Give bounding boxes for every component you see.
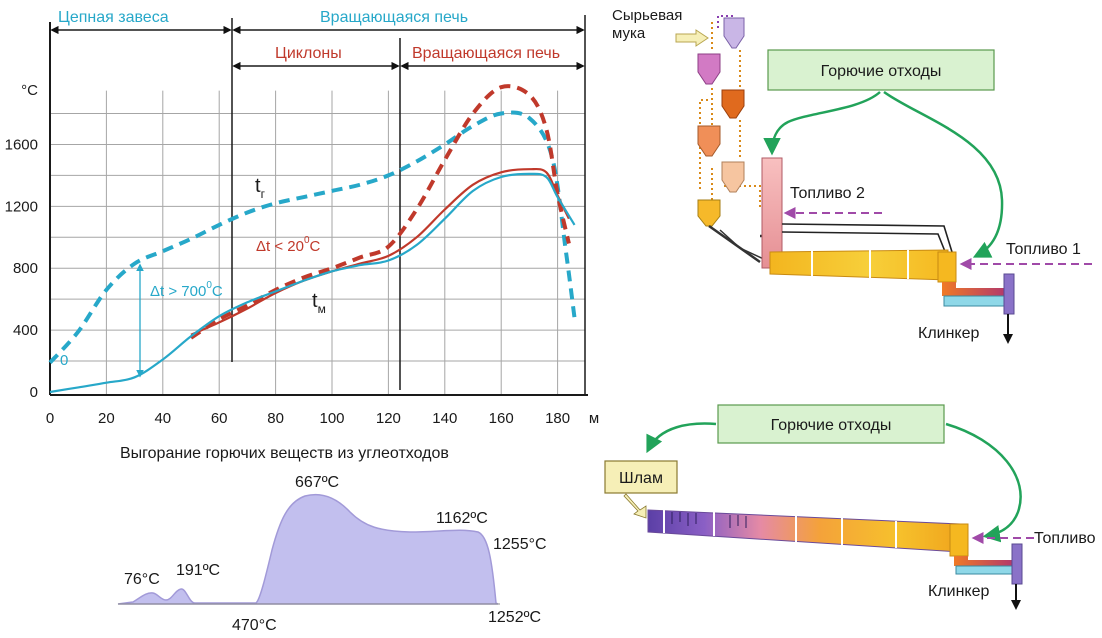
x-tick-label: 120 bbox=[376, 410, 401, 427]
duct-lines-2 bbox=[719, 229, 771, 263]
clinker-label-bottom: Клинкер bbox=[928, 583, 990, 600]
waste-to-slurry-arrow-icon bbox=[646, 422, 717, 454]
x-tick-label: 60 bbox=[211, 410, 228, 427]
slurry-label: Шлам bbox=[619, 470, 663, 487]
tertiary-air-duct-2 bbox=[781, 231, 947, 255]
raw-meal-arrow-icon bbox=[675, 29, 709, 47]
delta-t-large-label: Δt > 7000C bbox=[150, 280, 223, 300]
combustible-waste-label-top: Горючие отходы bbox=[821, 63, 942, 80]
burnout-chart: Выгорание горючих веществ из углеотходов… bbox=[117, 445, 547, 634]
wet-clinker-cooler-wall bbox=[1011, 543, 1023, 585]
burnout-area bbox=[117, 493, 499, 605]
x-tick-label: 180 bbox=[545, 410, 570, 427]
combustible-waste-box-top bbox=[767, 49, 995, 91]
delta-t-small-label: Δt < 200C bbox=[256, 235, 321, 255]
waste-to-calciner-arrow-icon bbox=[763, 91, 881, 156]
cyclone-2-icon bbox=[697, 53, 721, 85]
y-tick-label: 800 bbox=[13, 260, 38, 277]
waste-to-kiln-arrow-icon bbox=[883, 90, 1004, 258]
combustible-waste-label-bottom: Горючие отходы bbox=[771, 417, 892, 434]
rotary-kiln-cyclone bbox=[769, 249, 949, 281]
tertiary-air-duct-1 bbox=[781, 223, 953, 253]
cyclone-kiln-scheme: Сырьевая мука Клин bbox=[612, 7, 1092, 344]
burnout-label-470: 470°C bbox=[232, 617, 277, 634]
kiln-hood-upper bbox=[937, 251, 957, 283]
cyclone-1-icon bbox=[723, 17, 745, 49]
chain-curtain-marks bbox=[671, 512, 747, 528]
burnout-label-667: 667ºC bbox=[295, 474, 339, 491]
raw-meal-label: Сырьевая мука bbox=[612, 7, 687, 42]
zone-label-cyclones: Циклоны bbox=[275, 45, 342, 62]
wet-kiln-hood-upper bbox=[949, 523, 969, 557]
zone-label-cyclone-kiln: Вращающаяся печь bbox=[412, 45, 560, 62]
series-line-2 bbox=[190, 167, 570, 336]
wet-kiln-tyres bbox=[663, 510, 897, 548]
fuel-1-label: Топливо 1 bbox=[1006, 241, 1081, 258]
x-tick-label: 140 bbox=[432, 410, 457, 427]
x-tick-label: 100 bbox=[319, 410, 344, 427]
fuel-label: Топливо bbox=[1034, 530, 1096, 547]
x-tick-label: 0 bbox=[46, 410, 54, 427]
y-tick-labels: 0 400 800 1200 1600 °C bbox=[5, 82, 39, 401]
t-gas-label: tг bbox=[255, 175, 266, 201]
slurry-box bbox=[604, 460, 678, 494]
zone-label-rotary-kiln: Вращающаяся печь bbox=[320, 9, 468, 26]
burnout-label-1162: 1162ºC bbox=[436, 510, 488, 527]
series-line-0 bbox=[48, 110, 577, 364]
fuel-2-label: Топливо 2 bbox=[790, 185, 865, 202]
chart-axes bbox=[49, 22, 588, 396]
clinker-cooler-grate bbox=[943, 295, 1005, 307]
x-tick-label: м bbox=[589, 410, 599, 427]
x-tick-labels: 0 20 40 60 80 100 120 140 160 180 м bbox=[46, 410, 599, 427]
combustible-waste-box-bottom bbox=[717, 404, 945, 444]
x-tick-label: 160 bbox=[489, 410, 514, 427]
purple-feed-path bbox=[717, 15, 735, 28]
temperature-chart: 0 20 40 60 80 100 120 140 160 180 м 0 400 800 1200 160… bbox=[5, 9, 600, 427]
rotary-kiln-wet bbox=[647, 509, 961, 553]
wet-kiln-scheme: Горючие отходы Шлам Клинкер bbox=[604, 404, 1096, 610]
x-tick-label: 40 bbox=[154, 410, 171, 427]
burnout-title: Выгорание горючих веществ из углеотходов bbox=[120, 445, 449, 462]
kiln-tyres bbox=[811, 250, 909, 279]
y-tick-label: °C bbox=[21, 82, 38, 99]
cyclone-5-icon bbox=[721, 161, 745, 193]
burnout-label-76: 76°C bbox=[124, 571, 160, 588]
cyclone-4-icon bbox=[697, 125, 721, 157]
clinker-cooler-wall bbox=[1003, 273, 1015, 315]
burnout-label-1252: 1252ºC bbox=[488, 609, 541, 626]
zone-markers: Цепная завеса Вращающаяся печь Циклоны В… bbox=[50, 9, 586, 395]
feed-paths bbox=[699, 22, 761, 208]
waste-to-wet-kiln-arrow-icon bbox=[945, 422, 1022, 543]
x-tick-label: 80 bbox=[267, 410, 284, 427]
t-material-label: tм bbox=[312, 290, 326, 316]
clinker-label-top: Клинкер bbox=[918, 325, 980, 342]
burnout-label-191: 191ºC bbox=[176, 562, 220, 579]
cyclone-3-icon bbox=[721, 89, 745, 119]
burnout-label-1255: 1255°C bbox=[493, 536, 547, 553]
wet-clinker-cooler-grate bbox=[955, 565, 1013, 575]
zero-label: 0 bbox=[60, 352, 68, 369]
zone-label-chain-curtain: Цепная завеса bbox=[58, 9, 169, 26]
duct-lines bbox=[708, 224, 770, 264]
wet-kiln-hood-lower bbox=[954, 556, 1012, 566]
y-tick-label: 400 bbox=[13, 322, 38, 339]
y-tick-label: 0 bbox=[30, 384, 38, 401]
x-tick-label: 20 bbox=[98, 410, 115, 427]
y-tick-label: 1200 bbox=[5, 198, 38, 215]
y-tick-label: 1600 bbox=[5, 136, 38, 153]
chart-annotations: Δt > 7000C Δt < 200C tг tм 0 bbox=[60, 175, 326, 378]
cyclone-6-icon bbox=[697, 199, 721, 227]
slurry-feed-arrow-icon bbox=[623, 493, 647, 519]
kiln-hood-lower bbox=[942, 282, 1004, 296]
